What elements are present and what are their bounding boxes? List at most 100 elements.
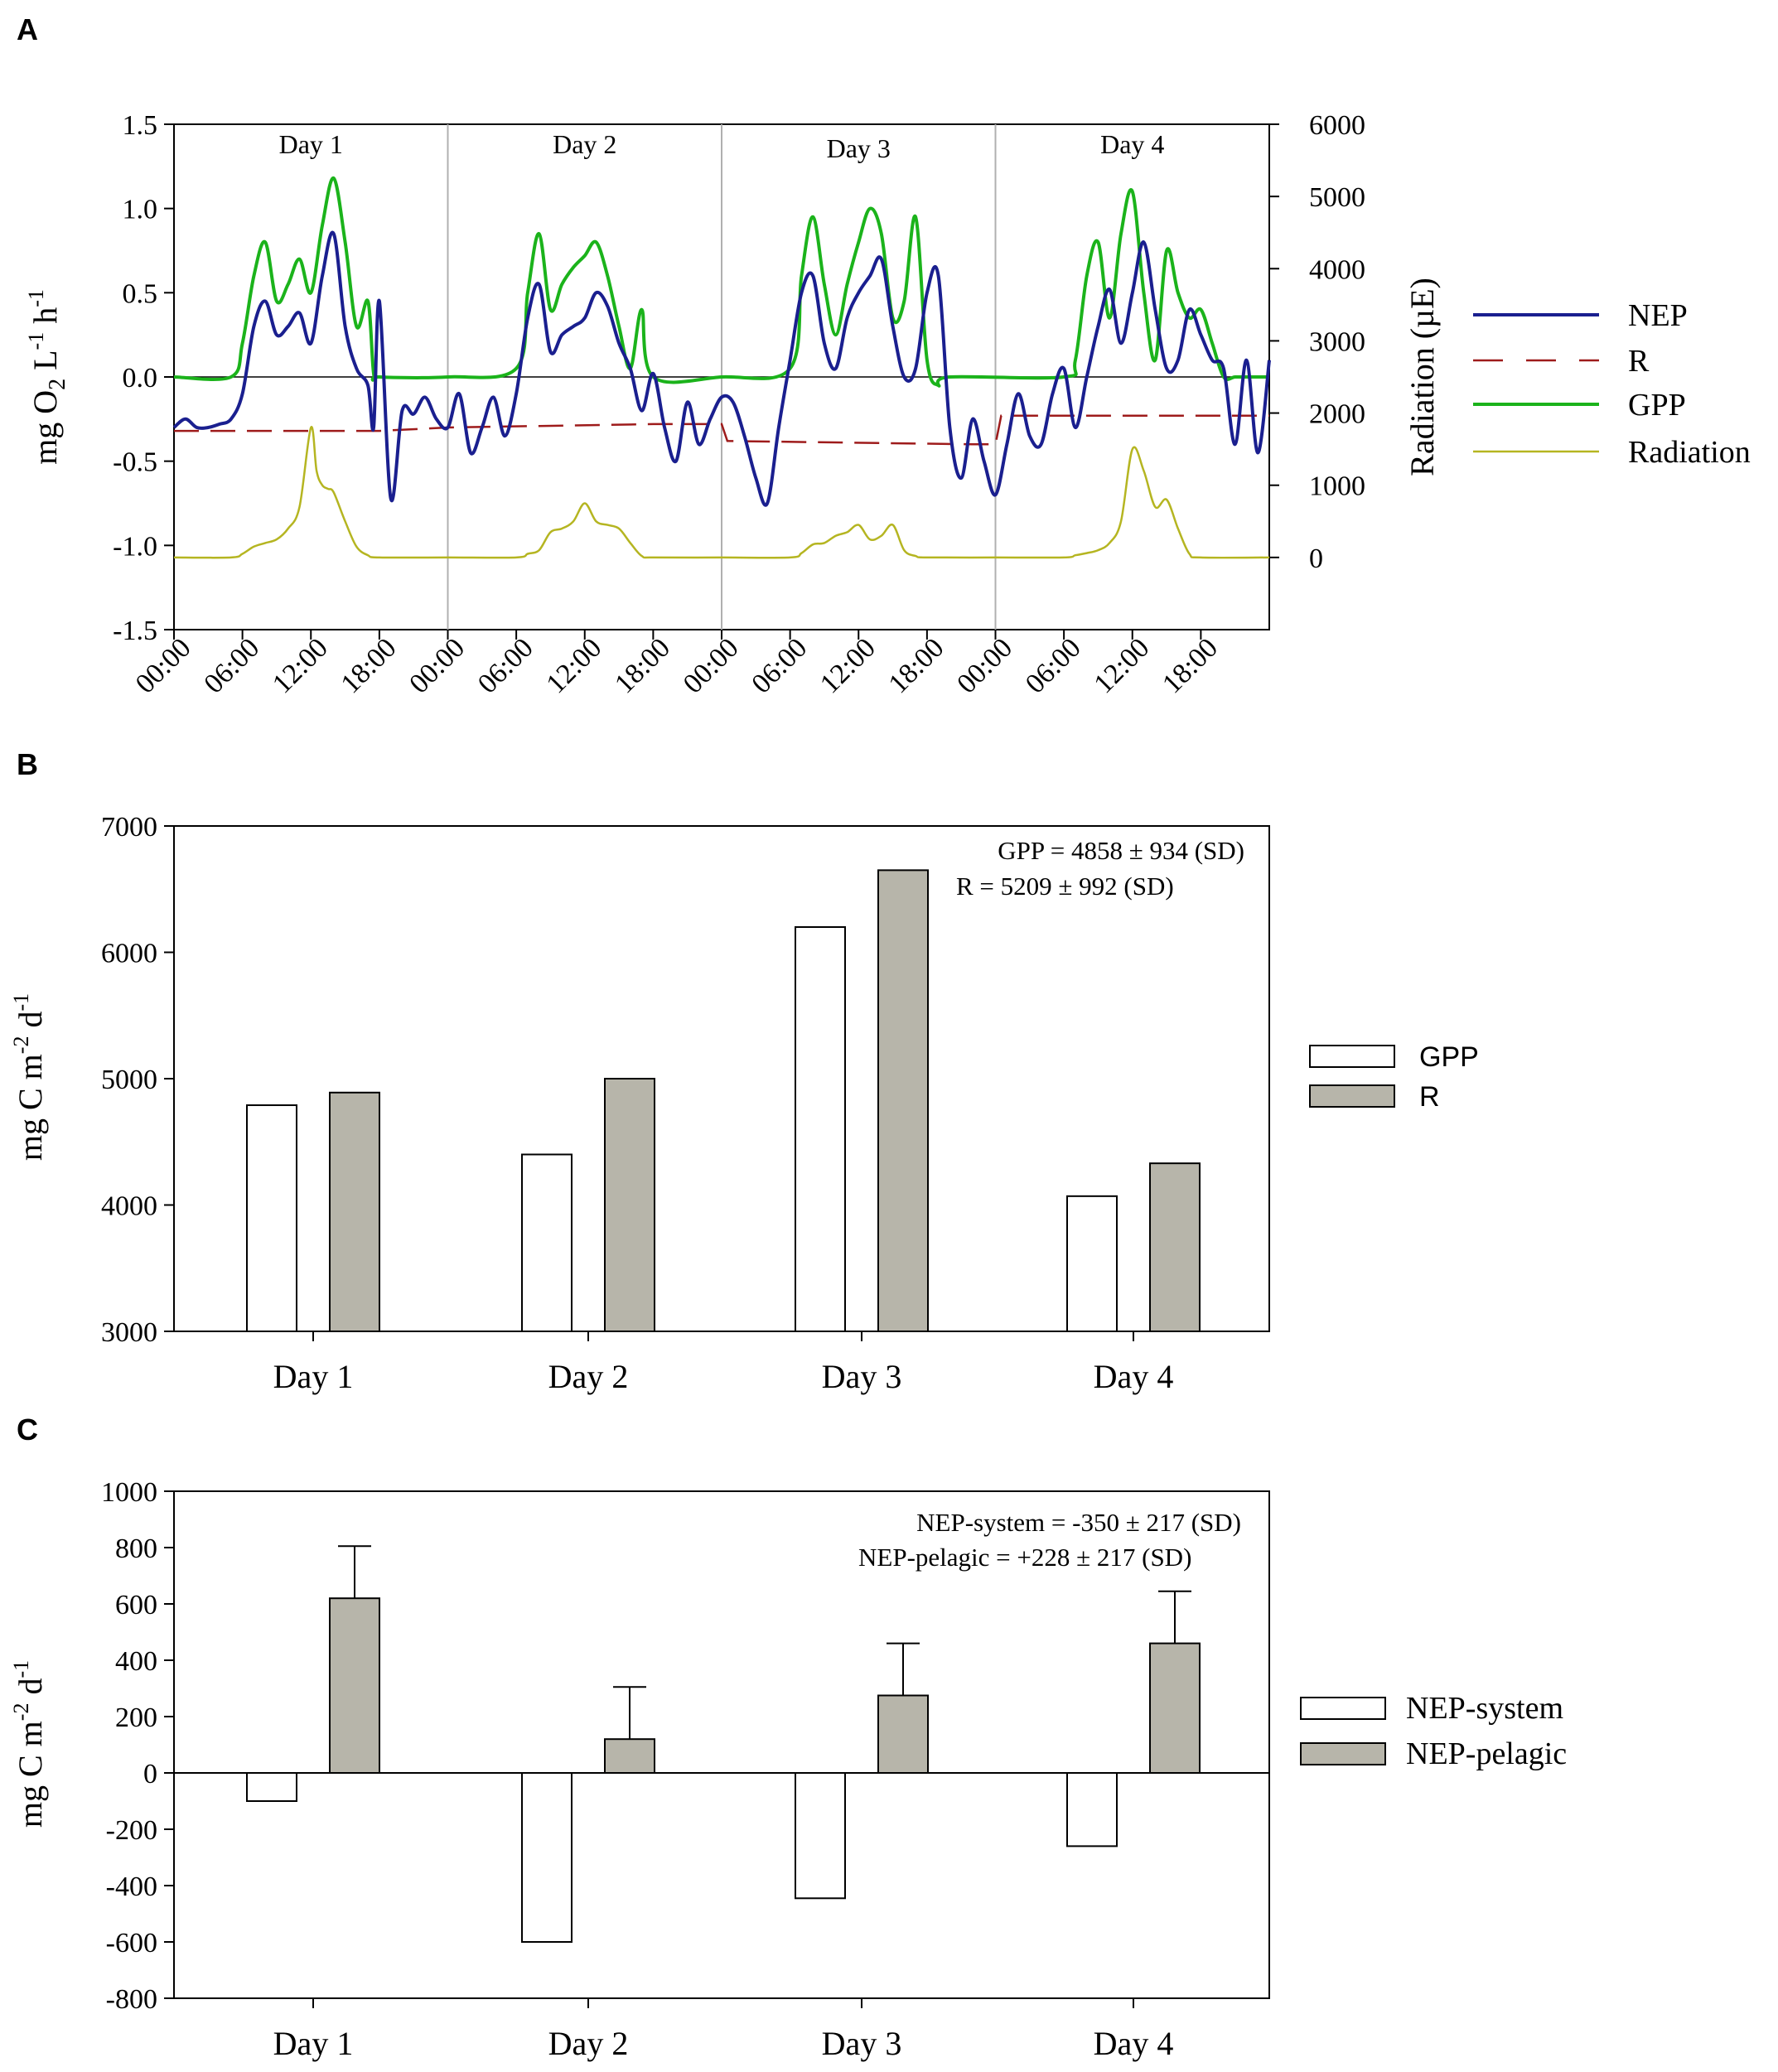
y-tick-label: -1.0 [113,531,157,562]
y-tick-label: 7000 [101,812,157,843]
y-tick-label: -400 [106,1872,157,1902]
y-tick-label: 6000 [101,939,157,969]
y-tick-label: 800 [115,1533,157,1564]
panel-a-chart: 1.5 1.0 0.5 0.0 -0.5 -1.0 -1.5 6000 5000 4000 300… [24,110,1751,699]
y2-tick-label: 6000 [1309,110,1365,141]
y-tick-label: 1.0 [123,195,158,225]
series-line-gpp [173,176,1269,388]
x-tick-label: Day 4 [1094,1358,1174,1395]
panel-a-y-axis-label: mg O2 L-1 h-1 [24,289,70,465]
bar-r [877,869,929,1332]
y-tick-label: 3000 [101,1317,157,1348]
y-tick-label: 5000 [101,1065,157,1095]
legend-swatch-nep-system [1300,1697,1386,1720]
legend-label-nep-pelagic: NEP-pelagic [1406,1736,1567,1771]
y-tick-label: -600 [106,1928,157,1958]
bar-r [329,1091,380,1333]
bar-r [1149,1162,1201,1333]
x-tick-label: Day 2 [548,1358,629,1395]
y2-tick-label: 5000 [1309,182,1365,213]
day-label: Day 3 [827,133,891,163]
x-tick-label: 18:00 [336,632,403,699]
panel-label-a: A [17,12,38,46]
x-tick-label: 12:00 [267,632,334,699]
y-tick-label: 4000 [101,1191,157,1222]
bar-gpp [246,1104,297,1333]
x-tick-label: 00:00 [678,632,745,699]
y2-tick-label: 3000 [1309,326,1365,357]
y-tick-label: 600 [115,1590,157,1620]
x-tick-label: Day 4 [1094,2025,1174,2062]
day-label: Day 1 [279,129,343,159]
bar-nep-pelagic [329,1597,380,1774]
bar-gpp [1066,1195,1118,1332]
x-tick-label: Day 2 [548,2025,629,2062]
legend-label-nep-system: NEP-system [1406,1691,1563,1726]
x-tick-label: 06:00 [198,632,265,699]
x-tick-label: 06:00 [746,632,813,699]
x-tick-label: 18:00 [883,632,950,699]
bar-gpp [521,1153,573,1332]
x-tick-label: Day 1 [273,2025,354,2062]
x-tick-label: Day 3 [822,1358,902,1395]
bar-r [604,1078,655,1332]
x-tick-label: 06:00 [472,632,539,699]
y-tick-label: 200 [115,1703,157,1733]
x-tick-label: 12:00 [814,632,882,699]
series-line-nep [172,230,1271,507]
bar-nep-system [1066,1772,1118,1847]
x-tick-label: 06:00 [1020,632,1087,699]
bar-nep-system [795,1772,846,1900]
panel-c-chart: 1000 800 600 400 200 0 -200 -400 -600 -800 Day 1 D… [9,1477,1567,2062]
panel-c-annotation-system: NEP-system = -350 ± 217 (SD) [916,1508,1241,1537]
bar-nep-pelagic [1149,1642,1201,1774]
legend-swatch-nep-pelagic [1300,1742,1386,1765]
x-tick-label: Day 1 [273,1358,354,1395]
legend-label-nep: NEP [1628,298,1688,333]
bar-nep-pelagic [877,1694,929,1774]
panel-label-c: C [17,1413,38,1447]
y-tick-label: 1.5 [123,110,158,141]
bar-nep-pelagic [604,1738,655,1774]
x-tick-label: 18:00 [1157,632,1224,699]
x-tick-label: 00:00 [951,632,1018,699]
panel-b-annotation-gpp: GPP = 4858 ± 934 (SD) [998,836,1244,865]
day-label: Day 2 [553,129,616,159]
y-tick-label: 1000 [101,1477,157,1508]
panel-c-y-axis-label: mg C m-2 d-1 [9,1660,49,1828]
series-line-radiation [173,426,1270,559]
y-tick-label: 400 [115,1646,157,1677]
panel-b-y-axis-label: mg C m-2 d-1 [9,993,49,1161]
y-tick-label: -0.5 [113,447,157,478]
panel-label-b: B [17,747,38,781]
y2-tick-label: 0 [1309,543,1323,574]
y-tick-label: -800 [106,1984,157,2015]
legend-swatch-r [1309,1084,1395,1108]
panel-a-y2-axis-label: Radiation (µE) [1404,278,1441,476]
x-tick-label: Day 3 [822,2025,902,2062]
legend-label-r: R [1628,344,1650,379]
legend-label-gpp: GPP [1419,1041,1479,1073]
y2-tick-label: 1000 [1309,471,1365,502]
day-label: Day 4 [1100,129,1164,159]
x-tick-label: 12:00 [1088,632,1155,699]
bar-gpp [795,926,846,1332]
x-tick-label: 00:00 [403,632,471,699]
y2-tick-label: 2000 [1309,399,1365,430]
bar-nep-system [246,1772,297,1802]
y-tick-label: -200 [106,1815,157,1846]
series-line-r [174,414,1269,446]
panel-c-frame [173,1490,1270,1999]
x-tick-label: 18:00 [609,632,676,699]
legend-swatch-gpp [1309,1045,1395,1068]
x-tick-label: 12:00 [540,632,607,699]
y-tick-label: 0 [143,1759,157,1789]
legend-label-gpp: GPP [1628,388,1686,423]
y-tick-label: -1.5 [113,616,157,646]
panel-c-annotation-pelagic: NEP-pelagic = +228 ± 217 (SD) [858,1543,1191,1572]
legend-label-radiation: Radiation [1628,435,1751,470]
panel-b-chart: 7000 6000 5000 4000 3000 Day 1 Day 2 Day 3 Day … [9,812,1479,1395]
y2-tick-label: 4000 [1309,254,1365,285]
legend-label-r: R [1419,1081,1440,1113]
